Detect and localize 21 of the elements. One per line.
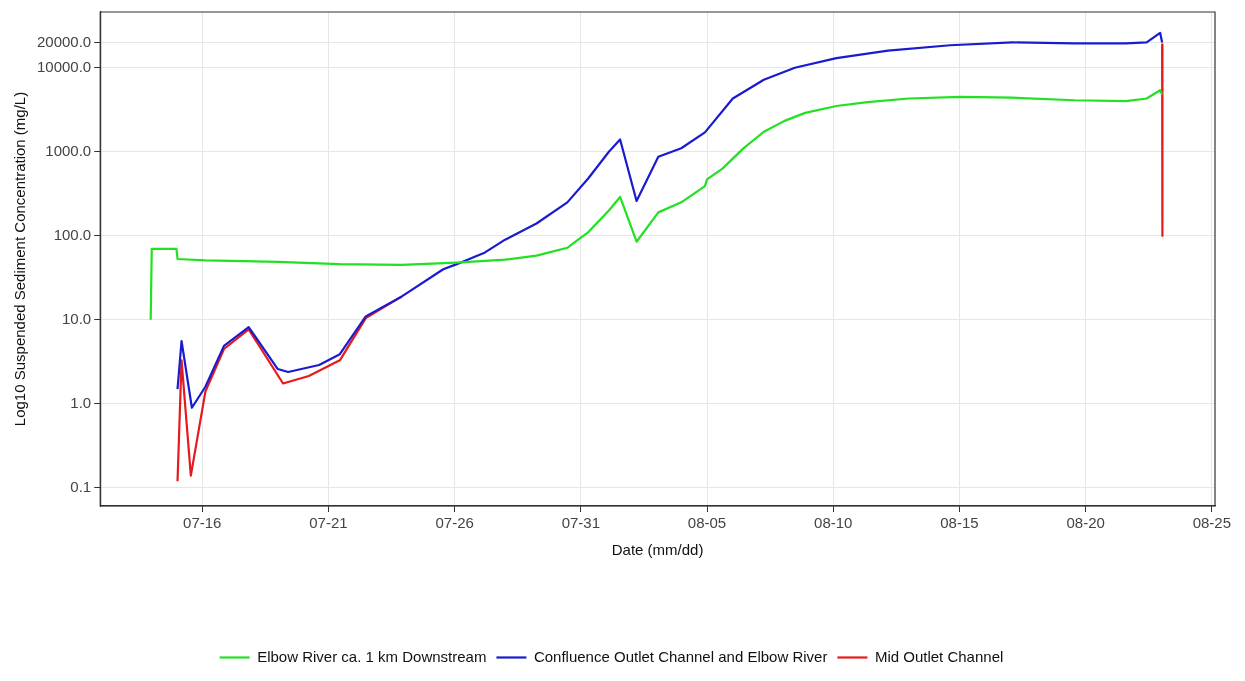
x-tick-label: 07-21 [309, 514, 348, 532]
y-tick-label: 10.0 [62, 310, 92, 327]
x-tick-label: 07-26 [435, 514, 474, 532]
y-tick-label: 0.1 [70, 478, 92, 496]
x-tick-label: 07-16 [183, 514, 222, 532]
x-axis-title: Date (mm/dd) [611, 541, 704, 559]
y-tick-label: 10000.0 [36, 57, 92, 75]
x-tick-label: 08-15 [940, 514, 979, 532]
y-tick-label: 1.0 [70, 394, 92, 412]
x-tick-label: 08-05 [687, 514, 727, 532]
y-tick-label: 20000.0 [36, 32, 92, 50]
y-axis-title: Log10 Suspended Sediment Concentration (mg/L) [11, 91, 29, 427]
x-tick-label: 08-20 [1066, 514, 1105, 532]
legend-label: Elbow River ca. 1 km Downstream [257, 647, 487, 665]
x-tick-label: 08-25 [1192, 514, 1232, 532]
x-tick-label: 07-31 [561, 514, 601, 532]
y-tick-label: 1000.0 [45, 141, 92, 159]
y-tick-label: 100.0 [53, 225, 92, 243]
x-tick-label: 08-10 [814, 514, 853, 532]
legend-label: Confluence Outlet Channel and Elbow River [533, 647, 828, 665]
legend-label: Mid Outlet Channel [874, 647, 1004, 665]
